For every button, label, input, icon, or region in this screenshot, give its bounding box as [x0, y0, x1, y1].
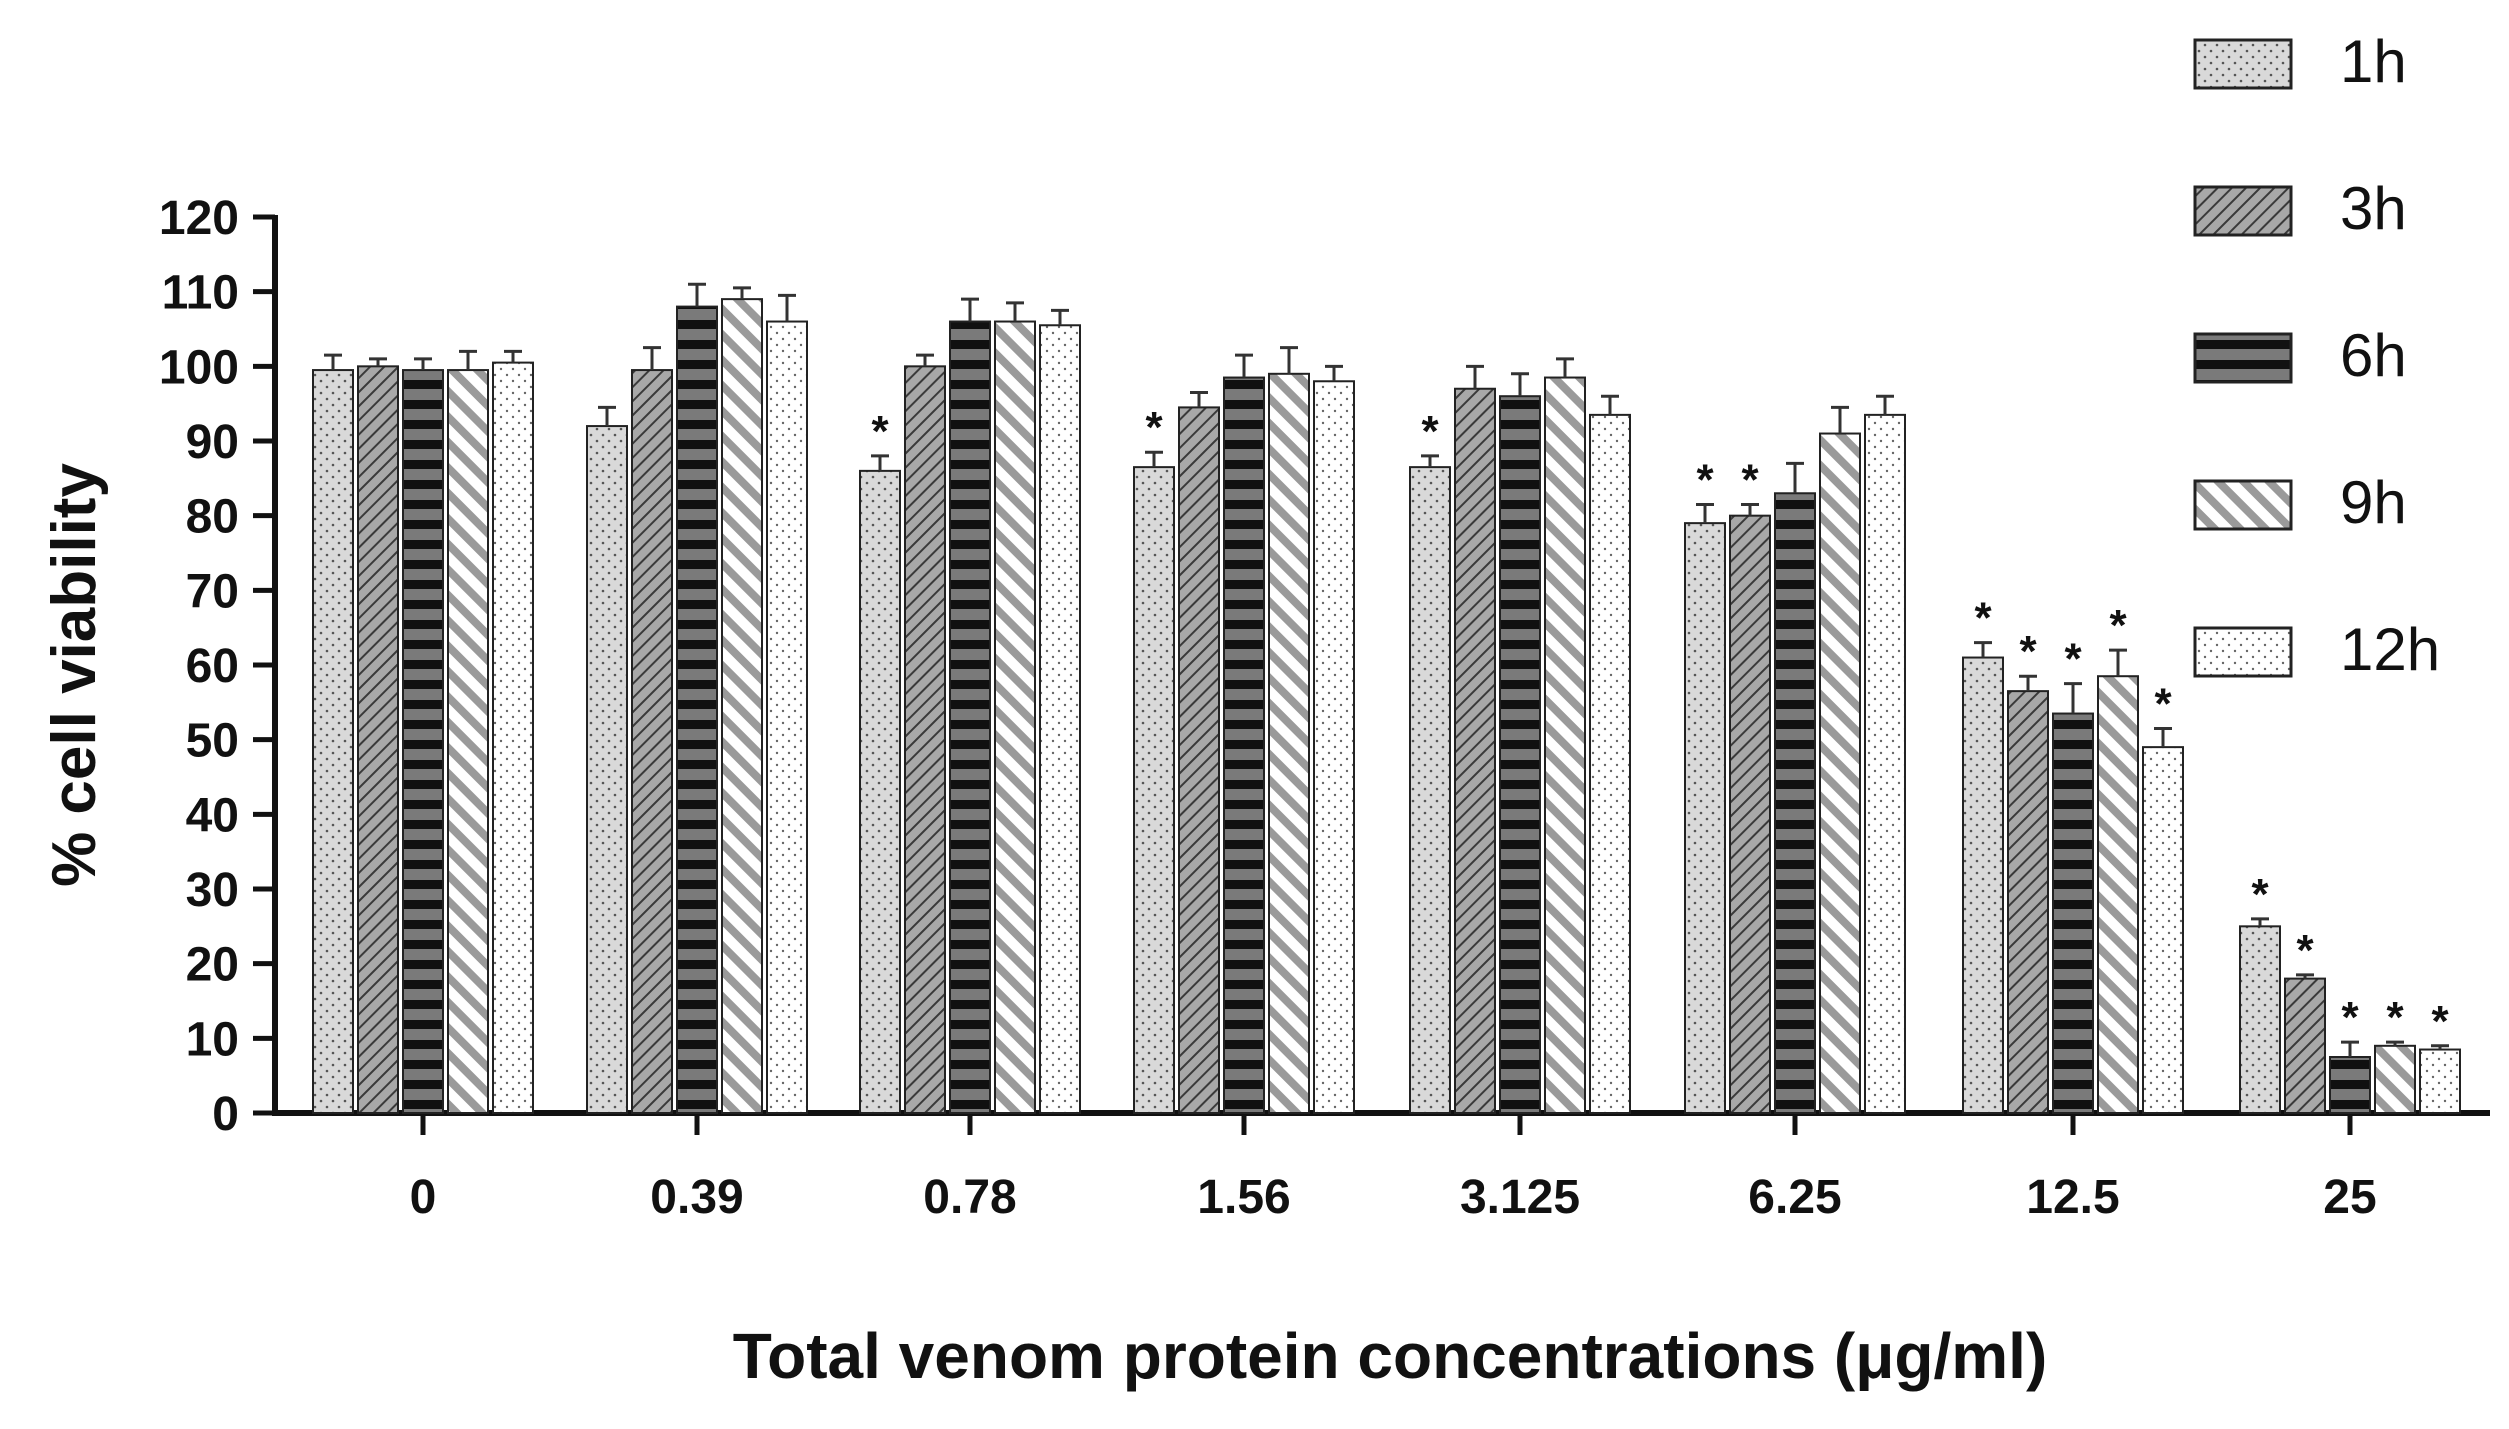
bar-1h-0.78	[859, 469, 901, 1115]
bar-6h-3.125	[1499, 395, 1541, 1114]
bar-12h-3.125	[1589, 413, 1631, 1115]
x-axis-label: Total venom protein concentrations (μg/m…	[733, 1320, 2048, 1392]
bar-1h-0	[312, 369, 354, 1115]
bar-9h-12.5	[2097, 675, 2139, 1114]
bar-1h-6.25	[1684, 522, 1726, 1114]
bar-12h-1.56	[1313, 380, 1355, 1114]
bar-12h-0.39	[766, 320, 808, 1114]
x-tick-label: 0.39	[650, 1171, 743, 1224]
bar-6h-6.25	[1774, 492, 1816, 1114]
bar-9h-3.125	[1544, 376, 1586, 1114]
bar-3h-3.125	[1454, 387, 1496, 1114]
significance-star: *	[1974, 594, 1992, 643]
y-tick-label: 50	[186, 715, 239, 768]
significance-star: *	[2431, 997, 2449, 1046]
significance-star: *	[2251, 870, 2269, 919]
bar-6h-0	[402, 369, 444, 1115]
legend-label-9h: 9h	[2340, 469, 2407, 536]
legend-swatch-6h	[2193, 332, 2293, 384]
bar-9h-6.25	[1819, 432, 1861, 1114]
bar-3h-1.56	[1178, 406, 1220, 1114]
significance-marker-group: * * * * * * * * * * * * * * *	[871, 403, 2449, 1046]
significance-star: *	[1145, 403, 1163, 452]
significance-star: *	[2386, 993, 2404, 1042]
y-tick-label: 110	[162, 267, 239, 320]
legend: 1h 3h 6h 9h 12h	[2193, 28, 2440, 683]
bar-12h-12.5	[2142, 746, 2184, 1115]
y-axis-label: % cell viability	[40, 463, 109, 887]
bar-9h-25	[2374, 1044, 2416, 1115]
y-tick-label: 120	[159, 192, 239, 245]
bar-6h-12.5	[2052, 712, 2094, 1114]
y-tick-label: 40	[186, 789, 239, 842]
x-tick-label: 25	[2323, 1171, 2376, 1224]
legend-label-3h: 3h	[2340, 175, 2407, 242]
y-tick-label: 70	[186, 565, 239, 618]
y-tick-label: 100	[159, 341, 239, 394]
significance-star: *	[1421, 407, 1439, 456]
y-tick-label: 30	[186, 864, 239, 917]
bar-9h-0.39	[721, 298, 763, 1114]
bar-3h-12.5	[2007, 690, 2049, 1115]
x-tick-label: 0	[410, 1171, 437, 1224]
bar-1h-25	[2239, 925, 2281, 1114]
legend-label-1h: 1h	[2340, 28, 2407, 95]
bar-6h-25	[2329, 1056, 2371, 1114]
legend-label-12h: 12h	[2340, 616, 2440, 683]
y-axis: 0 10 20 30 40 50 60 70 80 90 100 110 120	[159, 192, 278, 1141]
legend-swatch-12h	[2193, 626, 2293, 678]
bar-3h-6.25	[1729, 514, 1771, 1114]
x-tick-label: 0.78	[923, 1171, 1016, 1224]
y-tick-label: 60	[186, 640, 239, 693]
bar-1h-0.39	[586, 425, 628, 1115]
bar-12h-25	[2419, 1048, 2461, 1114]
x-tick-label: 1.56	[1197, 1171, 1290, 1224]
significance-star: *	[871, 407, 889, 456]
bar-6h-0.39	[676, 305, 718, 1115]
bar-6h-1.56	[1223, 376, 1265, 1114]
bar-series-group	[312, 298, 2461, 1115]
significance-star: *	[2019, 627, 2037, 676]
significance-star: *	[2296, 926, 2314, 975]
significance-star: *	[2064, 635, 2082, 684]
bar-1h-3.125	[1409, 466, 1451, 1114]
bar-6h-0.78	[949, 320, 991, 1114]
significance-star: *	[1741, 455, 1759, 504]
x-tick-label: 12.5	[2026, 1171, 2119, 1224]
bar-3h-0.39	[631, 369, 673, 1115]
bar-12h-6.25	[1864, 413, 1906, 1115]
legend-label-6h: 6h	[2340, 322, 2407, 389]
y-tick-label: 10	[186, 1013, 239, 1066]
x-tick-label: 6.25	[1748, 1171, 1841, 1224]
x-axis: 0 0.39 0.78 1.56 3.125 6.25 12.5 25	[272, 1110, 2490, 1224]
significance-star: *	[2154, 679, 2172, 728]
bar-9h-1.56	[1268, 372, 1310, 1114]
bar-9h-0.78	[994, 320, 1036, 1114]
x-tick-label: 3.125	[1460, 1171, 1580, 1224]
significance-star: *	[2341, 993, 2359, 1042]
legend-swatch-1h	[2193, 38, 2293, 90]
bar-1h-12.5	[1962, 656, 2004, 1114]
y-tick-label: 20	[186, 939, 239, 992]
bar-12h-0	[492, 361, 534, 1115]
y-tick-label: 0	[212, 1088, 239, 1141]
legend-swatch-3h	[2193, 185, 2293, 237]
significance-star: *	[2109, 601, 2127, 650]
significance-star: *	[1696, 455, 1714, 504]
bar-1h-1.56	[1133, 466, 1175, 1114]
bar-12h-0.78	[1039, 324, 1081, 1114]
bar-3h-25	[2284, 977, 2326, 1114]
y-tick-label: 90	[186, 416, 239, 469]
error-bar-group	[324, 282, 2449, 1057]
bar-3h-0	[357, 365, 399, 1115]
y-tick-label: 80	[186, 491, 239, 544]
bar-9h-0	[447, 369, 489, 1115]
legend-swatch-9h	[2193, 479, 2293, 531]
bar-3h-0.78	[904, 365, 946, 1115]
